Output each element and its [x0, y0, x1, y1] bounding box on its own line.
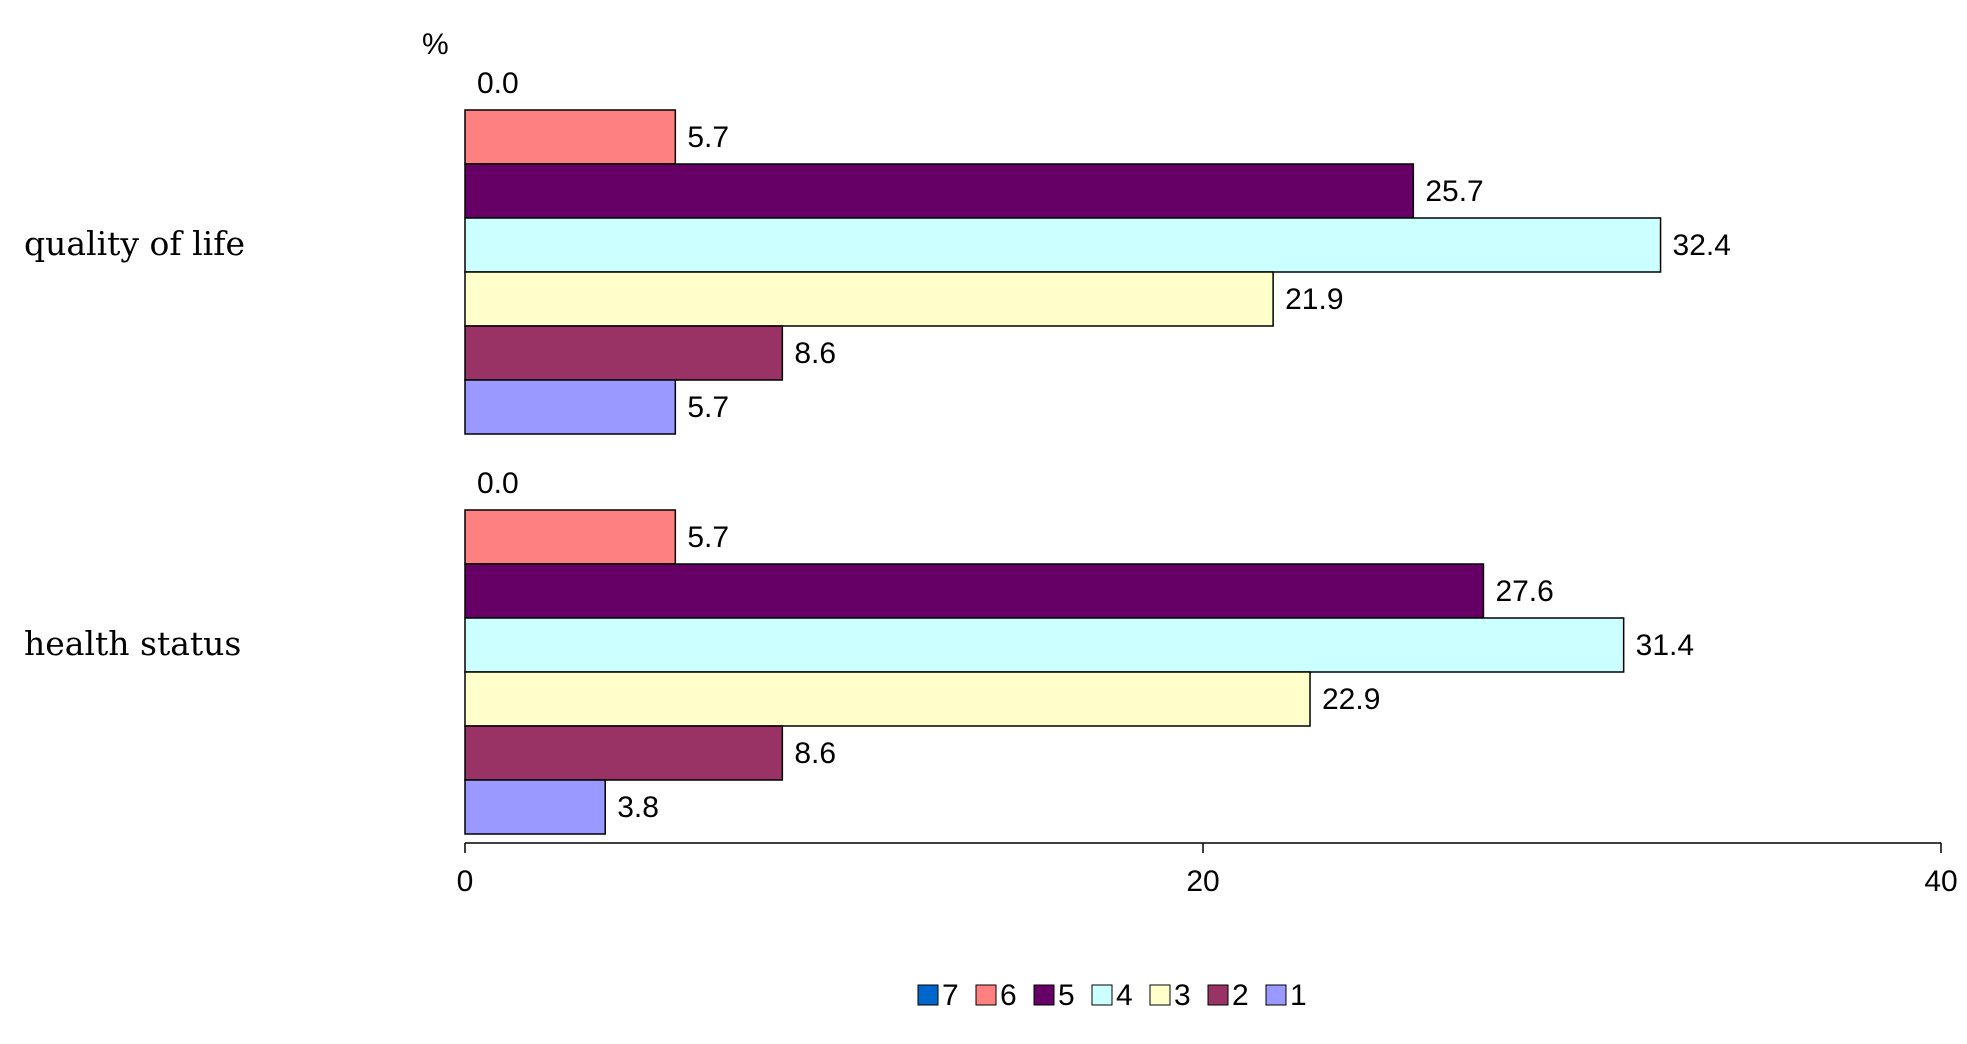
x-tick-label: 0 [457, 865, 474, 898]
category-label: health status [24, 624, 241, 663]
bar-series-1 [464, 379, 677, 435]
legend-swatch [1149, 984, 1171, 1006]
data-label: 21.9 [1285, 283, 1343, 316]
legend-swatch [917, 984, 939, 1006]
bars-layer [464, 109, 1662, 835]
bar-series-1 [464, 779, 606, 835]
x-tick-label: 20 [1186, 865, 1219, 898]
data-label: 5.7 [687, 521, 729, 554]
data-label: 22.9 [1322, 683, 1380, 716]
bar-series-3 [464, 271, 1274, 327]
bar-series-4 [464, 617, 1625, 673]
bar-series-2 [464, 325, 784, 381]
legend-label: 3 [1174, 979, 1191, 1012]
data-label: 8.6 [794, 337, 836, 370]
legend-label: 5 [1058, 979, 1075, 1012]
data-label: 0.0 [477, 67, 519, 100]
legend-swatch [1207, 984, 1229, 1006]
legend-label: 6 [1000, 979, 1017, 1012]
data-label: 32.4 [1673, 229, 1731, 262]
data-label: 25.7 [1425, 175, 1483, 208]
bar-series-4 [464, 217, 1662, 273]
category-labels: quality of life health status [24, 224, 245, 663]
legend-swatch [1265, 984, 1287, 1006]
data-label: 0.0 [477, 467, 519, 500]
legend-swatch [1033, 984, 1055, 1006]
legend-swatch [975, 984, 997, 1006]
bar-series-2 [464, 725, 784, 781]
data-labels-layer: 0.0 5.7 25.7 32.4 21.9 8.6 5.7 0.0 5.7 27.6 31.4 22… [477, 67, 1731, 824]
x-axis: 0 20 40 [457, 842, 1958, 898]
bar-series-6 [464, 109, 677, 165]
legend-label: 1 [1290, 979, 1307, 1012]
bar-series-3 [464, 671, 1311, 727]
unit-label: % [422, 28, 449, 61]
legend-label: 7 [942, 979, 959, 1012]
data-label: 3.8 [617, 791, 659, 824]
bar-series-5 [464, 563, 1485, 619]
data-label: 5.7 [687, 391, 729, 424]
legend-label: 2 [1232, 979, 1249, 1012]
legend: 7 6 5 4 3 2 1 [917, 979, 1307, 1012]
legend-swatch [1091, 984, 1113, 1006]
bar-series-6 [464, 509, 677, 565]
data-label: 31.4 [1636, 629, 1694, 662]
data-label: 5.7 [687, 121, 729, 154]
bar-series-5 [464, 163, 1415, 219]
legend-label: 4 [1116, 979, 1133, 1012]
x-tick-label: 40 [1924, 865, 1957, 898]
data-label: 27.6 [1495, 575, 1553, 608]
category-label: quality of life [24, 224, 245, 263]
data-label: 8.6 [794, 737, 836, 770]
